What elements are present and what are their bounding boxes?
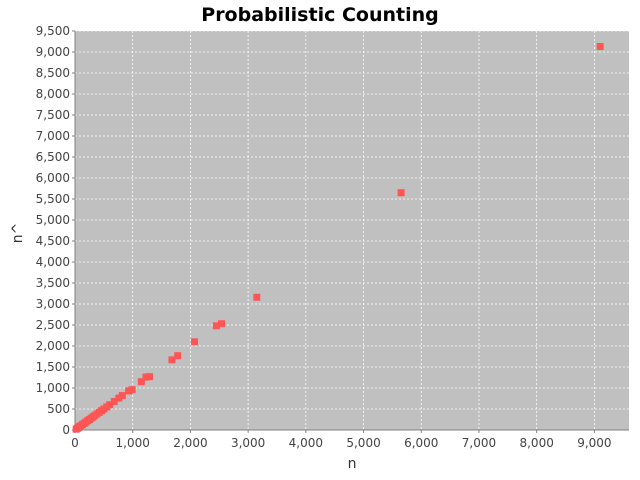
y-tick-label: 500 xyxy=(47,402,70,416)
y-tick-label: 4,000 xyxy=(36,255,70,269)
y-tick-labels: 0 500 1,000 1,500 2,000 2,500 3,000 3,500 4,000 4… xyxy=(36,24,70,437)
data-point xyxy=(596,43,604,51)
data-point xyxy=(174,352,182,360)
y-tick-label: 3,500 xyxy=(36,276,70,290)
data-point xyxy=(397,189,405,197)
y-tick-label: 4,500 xyxy=(36,234,70,248)
y-tick-label: 6,500 xyxy=(36,150,70,164)
y-tick-label: 5,500 xyxy=(36,192,70,206)
data-point xyxy=(190,338,198,346)
y-tick-label: 7,000 xyxy=(36,129,70,143)
x-tick-labels: 0 1,000 2,000 3,000 4,000 5,000 6,000 7,000 8,00… xyxy=(71,436,611,450)
data-points xyxy=(72,43,604,433)
y-tick-label: 9,500 xyxy=(36,24,70,38)
y-tick-label: 8,000 xyxy=(36,87,70,101)
x-tick-label: 3,000 xyxy=(231,436,265,450)
data-point xyxy=(145,373,153,381)
y-tick-label: 1,000 xyxy=(36,381,70,395)
data-point xyxy=(118,392,126,400)
x-tick-label: 0 xyxy=(71,436,79,450)
x-axis-label: n xyxy=(348,456,357,472)
y-tick-label: 2,500 xyxy=(36,318,70,332)
data-point xyxy=(168,356,176,364)
data-point xyxy=(106,401,114,409)
grid-lines xyxy=(75,30,629,430)
y-tick-label: 1,500 xyxy=(36,360,70,374)
y-axis-label: n^ xyxy=(10,223,26,244)
y-tick-label: 6,000 xyxy=(36,171,70,185)
x-tick-label: 9,000 xyxy=(577,436,611,450)
x-tick-label: 5,000 xyxy=(346,436,380,450)
x-tick-label: 1,000 xyxy=(116,436,150,450)
x-tick-label: 4,000 xyxy=(289,436,323,450)
y-tick-label: 7,500 xyxy=(36,108,70,122)
x-tick-label: 6,000 xyxy=(404,436,438,450)
data-point xyxy=(137,378,145,386)
x-tick-label: 2,000 xyxy=(173,436,207,450)
y-tick-label: 0 xyxy=(62,423,70,437)
data-point xyxy=(128,386,136,394)
data-point xyxy=(212,322,220,330)
plot-area xyxy=(75,31,629,430)
data-point xyxy=(218,320,226,328)
x-tick-label: 8,000 xyxy=(519,436,553,450)
y-tick-label: 9,000 xyxy=(36,45,70,59)
x-tick-label: 7,000 xyxy=(462,436,496,450)
chart-title: Probabilistic Counting xyxy=(201,4,438,26)
data-point xyxy=(253,293,261,301)
y-tick-label: 3,000 xyxy=(36,297,70,311)
y-tick-label: 5,000 xyxy=(36,213,70,227)
y-tick-label: 8,500 xyxy=(36,66,70,80)
data-point xyxy=(110,397,118,405)
y-tick-label: 2,000 xyxy=(36,339,70,353)
